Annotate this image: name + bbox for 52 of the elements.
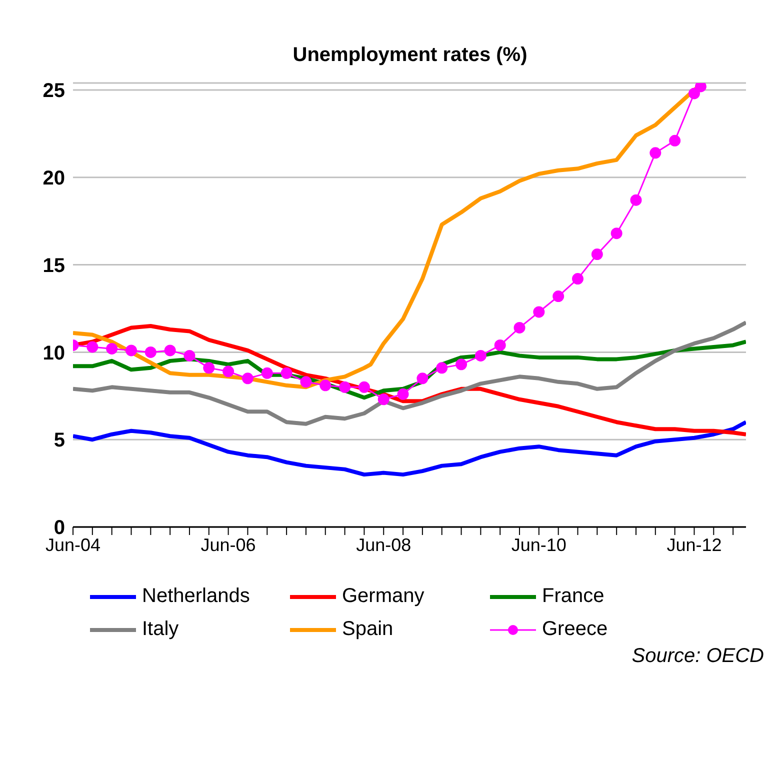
point — [533, 306, 545, 318]
point — [203, 362, 215, 374]
point — [514, 322, 526, 334]
point — [610, 228, 622, 240]
point — [261, 367, 273, 379]
legend-label: Netherlands — [142, 585, 250, 608]
y-tick-label: 5 — [54, 430, 65, 452]
point — [164, 344, 176, 356]
point — [280, 367, 292, 379]
x-tick-label: Jun-12 — [666, 535, 722, 555]
point — [688, 88, 700, 100]
point — [630, 194, 642, 206]
y-tick-label: 20 — [42, 167, 65, 190]
point — [86, 341, 98, 353]
point — [456, 358, 468, 370]
x-tick-label: Jun-08 — [356, 535, 412, 555]
legend-label: Spain — [342, 618, 394, 641]
point — [416, 372, 428, 384]
point — [397, 388, 409, 400]
line-series — [73, 340, 746, 400]
y-tick-label: 10 — [42, 342, 65, 364]
point — [184, 350, 196, 362]
x-tick-label: Jun-10 — [511, 535, 566, 555]
legend-label: Germany — [342, 585, 424, 608]
point — [339, 381, 351, 393]
point — [572, 273, 584, 285]
point — [242, 372, 254, 384]
point — [494, 339, 506, 351]
legend-label: Italy — [142, 618, 179, 641]
point — [125, 344, 137, 356]
x-tick-label: Jun-06 — [200, 535, 256, 555]
line-series — [73, 420, 746, 477]
point — [358, 381, 370, 393]
point — [669, 134, 681, 146]
point — [378, 394, 390, 406]
point — [474, 350, 486, 362]
point — [222, 366, 234, 378]
point — [694, 83, 706, 92]
point — [300, 376, 312, 388]
y-tick-label: 25 — [42, 80, 65, 102]
point — [320, 380, 332, 392]
point — [144, 346, 156, 358]
chart-title: Unemployment rates (%) — [292, 43, 528, 67]
point — [591, 248, 603, 260]
legend-label: France — [542, 585, 604, 608]
point — [106, 342, 118, 354]
y-tick-label: 15 — [42, 254, 65, 277]
source-note: Source: OECD — [630, 645, 765, 668]
point — [650, 147, 662, 159]
point — [436, 362, 448, 374]
point — [552, 290, 564, 302]
legend-label: Greece — [542, 618, 608, 641]
